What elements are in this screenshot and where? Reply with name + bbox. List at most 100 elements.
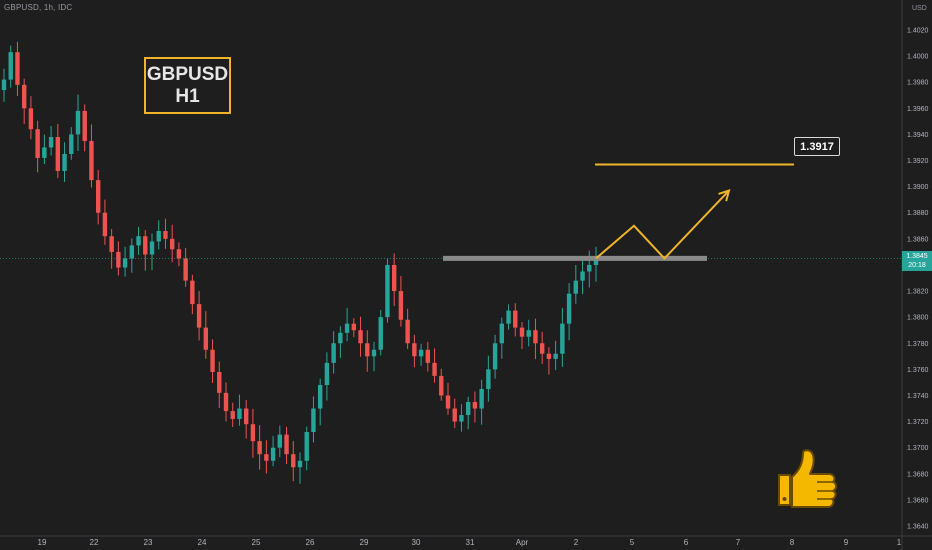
candle-body bbox=[55, 137, 61, 171]
symbol-annotation-line2: H1 bbox=[175, 85, 200, 107]
candle-body bbox=[217, 371, 222, 393]
x-tick-label: 22 bbox=[90, 538, 99, 547]
candle-body bbox=[566, 293, 572, 324]
x-tick-label: 2 bbox=[574, 538, 579, 547]
target-price-label[interactable]: 1.3917 bbox=[794, 137, 840, 156]
candle-body bbox=[243, 408, 249, 425]
candle-body bbox=[297, 460, 303, 468]
x-tick-label: 23 bbox=[144, 538, 153, 547]
candle-body bbox=[398, 291, 404, 320]
y-tick-label: 1.3780 bbox=[907, 341, 929, 348]
candle-body bbox=[513, 310, 518, 328]
candle-body bbox=[21, 84, 27, 109]
candle-body bbox=[459, 415, 464, 422]
candle-body bbox=[499, 323, 505, 344]
candle-body bbox=[418, 349, 424, 357]
candle-body bbox=[317, 385, 323, 409]
x-tick-label: 29 bbox=[360, 538, 369, 547]
x-tick-label: 25 bbox=[252, 538, 261, 547]
bar-countdown: 20:18 bbox=[908, 262, 926, 269]
candle-body bbox=[539, 343, 545, 354]
candle-body bbox=[8, 52, 13, 80]
candle-body bbox=[479, 388, 484, 409]
candle-body bbox=[365, 343, 370, 357]
candle-body bbox=[331, 343, 336, 363]
x-tick-label: 7 bbox=[736, 538, 741, 547]
x-tick-label: 8 bbox=[790, 538, 795, 547]
candle-body bbox=[15, 52, 20, 85]
candle-body bbox=[324, 362, 330, 386]
candle-body bbox=[176, 249, 182, 259]
y-tick-label: 1.3980 bbox=[907, 80, 929, 87]
current-price-badge: 1.3845 20:18 bbox=[902, 251, 932, 271]
candle-body bbox=[82, 110, 87, 141]
candle-body bbox=[136, 236, 141, 246]
candle-body bbox=[291, 454, 296, 468]
candle-body bbox=[526, 330, 531, 337]
candle-body bbox=[573, 280, 579, 294]
candle-body bbox=[338, 332, 343, 344]
candle-body bbox=[69, 134, 74, 154]
y-tick-label: 1.3880 bbox=[907, 210, 929, 217]
candle-body bbox=[156, 231, 161, 242]
symbol-annotation-line1: GBPUSD bbox=[146, 63, 229, 85]
candle-body bbox=[42, 147, 47, 158]
candle-body bbox=[506, 310, 511, 324]
candle-body bbox=[230, 411, 235, 419]
candle-body bbox=[560, 323, 565, 354]
candle-body bbox=[257, 441, 262, 455]
candle-body bbox=[311, 408, 316, 433]
projection-path[interactable] bbox=[595, 189, 730, 260]
candle-body bbox=[196, 304, 202, 328]
y-tick-label: 1.4020 bbox=[907, 28, 929, 35]
candle-body bbox=[203, 327, 209, 350]
candle-body bbox=[28, 108, 34, 130]
x-tick-label: 9 bbox=[844, 538, 849, 547]
symbol-annotation-box[interactable]: GBPUSD H1 bbox=[144, 57, 231, 114]
candle-body bbox=[270, 447, 276, 461]
candle-body bbox=[1, 79, 7, 91]
candle-body bbox=[223, 392, 229, 412]
candle-body bbox=[149, 241, 155, 255]
candle-body bbox=[385, 264, 390, 318]
candles-group bbox=[1, 41, 599, 484]
candle-body bbox=[593, 258, 599, 265]
candle-body bbox=[250, 424, 256, 442]
candle-body bbox=[102, 212, 108, 237]
y-tick-label: 1.3640 bbox=[907, 524, 929, 531]
thumbs-up-icon bbox=[778, 449, 837, 508]
candle-body bbox=[533, 330, 538, 344]
y-tick-label: 1.3960 bbox=[907, 106, 929, 113]
candle-body bbox=[472, 402, 478, 409]
y-tick-label: 1.3860 bbox=[907, 236, 929, 243]
candle-body bbox=[465, 402, 471, 416]
candle-body bbox=[486, 369, 491, 389]
y-tick-label: 1.3740 bbox=[907, 393, 929, 400]
candle-body bbox=[237, 408, 242, 419]
candle-body bbox=[143, 236, 148, 255]
projection-arrowhead bbox=[718, 189, 731, 202]
candle-body bbox=[587, 264, 592, 272]
candle-body bbox=[129, 245, 135, 259]
candle-body bbox=[546, 353, 552, 359]
candle-body bbox=[439, 375, 444, 396]
candle-body bbox=[116, 251, 121, 268]
x-tick-label: 31 bbox=[466, 538, 475, 547]
candle-body bbox=[445, 395, 451, 409]
candle-body bbox=[452, 408, 457, 422]
y-tick-label: 1.3660 bbox=[907, 497, 929, 504]
candle-body bbox=[183, 258, 188, 281]
candle-body bbox=[284, 434, 289, 455]
candle-body bbox=[304, 432, 309, 461]
y-tick-label: 1.3940 bbox=[907, 132, 929, 139]
x-tick-label: 30 bbox=[412, 538, 421, 547]
candle-body bbox=[492, 343, 498, 370]
candle-body bbox=[358, 330, 363, 344]
candle-body bbox=[190, 280, 195, 305]
candle-body bbox=[48, 137, 54, 148]
x-tick-label: 24 bbox=[198, 538, 207, 547]
x-tick-label: 1 bbox=[897, 538, 902, 547]
candle-body bbox=[371, 349, 377, 357]
